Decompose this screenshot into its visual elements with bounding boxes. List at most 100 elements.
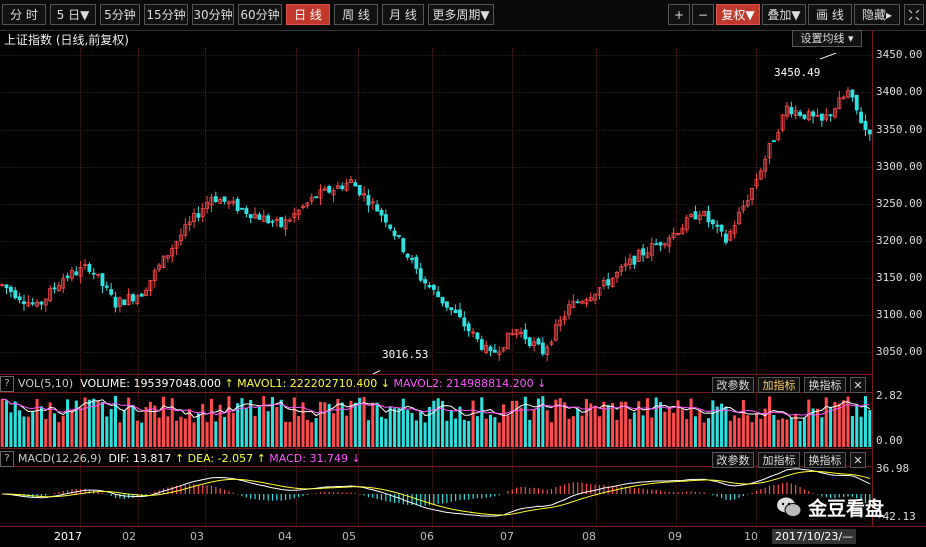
vol-switch-indicator-button[interactable]: 换指标 bbox=[804, 377, 846, 393]
candle-body bbox=[771, 140, 776, 143]
help-icon[interactable]: ? bbox=[0, 376, 14, 392]
candle-body bbox=[828, 114, 833, 117]
volume-bar bbox=[166, 416, 170, 447]
candle-body bbox=[710, 219, 715, 225]
candle-body bbox=[837, 97, 842, 110]
candle-body bbox=[510, 332, 515, 336]
volume-bar bbox=[358, 397, 362, 447]
tab-timeshare[interactable]: 分 时 bbox=[2, 4, 46, 25]
volume-bar bbox=[384, 418, 388, 447]
chart-title: 上证指数 (日线,前复权) bbox=[4, 33, 129, 47]
candle-body bbox=[152, 270, 157, 282]
tab-monthly[interactable]: 月 线 bbox=[382, 4, 424, 25]
volume-bar bbox=[406, 410, 410, 447]
candle-body bbox=[26, 301, 31, 307]
macd-params-button[interactable]: 改参数 bbox=[712, 452, 754, 468]
macd-close-icon[interactable]: ✕ bbox=[850, 452, 866, 468]
candle-body bbox=[431, 284, 436, 290]
volume-bar bbox=[26, 416, 30, 447]
candle-body bbox=[479, 339, 484, 350]
vol-close-icon[interactable]: ✕ bbox=[850, 377, 866, 393]
hide-button[interactable]: 隐藏▸ bbox=[854, 4, 900, 25]
vol-params-button[interactable]: 改参数 bbox=[712, 377, 754, 393]
down-arrow-icon: ↓ bbox=[380, 377, 391, 390]
set-ma-button[interactable]: 设置均线 ▾ bbox=[792, 30, 862, 47]
volume-bar bbox=[759, 418, 763, 447]
x-tick: 07 bbox=[500, 530, 514, 543]
price-tick: 3150.00 bbox=[876, 270, 923, 284]
mavol2-value: MAVOL2: 214988814.200 bbox=[393, 377, 534, 390]
period-toolbar: 分 时 5 日▼ 5分钟 15分钟 30分钟 60分钟 日 线 周 线 月 线 … bbox=[0, 0, 926, 31]
zoom-in-button[interactable]: + bbox=[668, 4, 690, 25]
axis-divider bbox=[872, 30, 873, 526]
volume-bar bbox=[127, 397, 131, 447]
more-periods-dropdown[interactable]: 更多周期▼ bbox=[428, 4, 494, 25]
candle-body bbox=[17, 296, 22, 301]
candle-body bbox=[283, 219, 288, 230]
volume-bar bbox=[593, 405, 597, 447]
candle-body bbox=[52, 287, 57, 290]
macd-switch-indicator-button[interactable]: 换指标 bbox=[804, 452, 846, 468]
volume-bar bbox=[397, 407, 401, 447]
volume-bar bbox=[332, 413, 336, 447]
volume-bar bbox=[379, 416, 384, 447]
candle-body bbox=[266, 215, 271, 223]
volume-bar bbox=[231, 412, 235, 447]
volume-bar bbox=[297, 416, 301, 447]
candle-body bbox=[532, 341, 537, 347]
candle-body bbox=[78, 267, 83, 277]
tab-60min[interactable]: 60分钟 bbox=[238, 4, 282, 25]
candle-body bbox=[43, 298, 48, 306]
volume-bar bbox=[820, 417, 824, 447]
volume-bar bbox=[196, 413, 200, 447]
volume-bar bbox=[554, 399, 558, 447]
tab-5day[interactable]: 5 日▼ bbox=[50, 4, 96, 25]
candle-body bbox=[83, 264, 87, 267]
volume-bar bbox=[637, 401, 641, 447]
volume-bar bbox=[563, 402, 567, 447]
macd-chart[interactable] bbox=[0, 466, 872, 526]
volume-bar bbox=[61, 415, 65, 447]
candlestick-chart[interactable] bbox=[0, 48, 872, 374]
candle-body bbox=[719, 224, 724, 232]
volume-chart[interactable] bbox=[0, 393, 872, 447]
macd-add-indicator-button[interactable]: 加指标 bbox=[758, 452, 800, 468]
candle-body bbox=[645, 252, 650, 258]
restore-window-icon[interactable] bbox=[904, 4, 924, 25]
volume-bar bbox=[410, 412, 414, 447]
draw-line-button[interactable]: 画 线 bbox=[808, 4, 852, 25]
volume-bar bbox=[214, 421, 218, 447]
candle-body bbox=[314, 196, 319, 199]
month-gridline bbox=[596, 48, 597, 526]
volume-bar bbox=[833, 402, 837, 447]
volume-bar bbox=[824, 397, 828, 447]
volume-bar bbox=[148, 401, 152, 447]
candle-body bbox=[357, 185, 362, 196]
volume-bar bbox=[785, 419, 789, 447]
help-icon[interactable]: ? bbox=[0, 451, 14, 467]
x-tick: 03 bbox=[190, 530, 204, 543]
vol-add-indicator-button[interactable]: 加指标 bbox=[758, 377, 800, 393]
candle-body bbox=[56, 285, 61, 292]
volume-bar bbox=[624, 401, 628, 447]
tab-daily[interactable]: 日 线 bbox=[286, 4, 330, 25]
adjust-dropdown[interactable]: 复权▼ bbox=[716, 4, 760, 25]
candle-body bbox=[270, 220, 275, 223]
volume-bar bbox=[0, 399, 4, 447]
candle-body bbox=[126, 294, 131, 305]
volume-bar bbox=[855, 405, 859, 447]
overlay-dropdown[interactable]: 叠加▼ bbox=[762, 4, 806, 25]
candle-body bbox=[222, 196, 227, 202]
x-tick: 06 bbox=[420, 530, 434, 543]
tab-5min[interactable]: 5分钟 bbox=[100, 4, 140, 25]
candle-body bbox=[584, 299, 589, 305]
volume-bar bbox=[340, 402, 344, 447]
candle-body bbox=[109, 289, 114, 295]
tab-30min[interactable]: 30分钟 bbox=[192, 4, 234, 25]
volume-bar bbox=[480, 397, 484, 447]
zoom-out-button[interactable]: − bbox=[692, 4, 714, 25]
tab-weekly[interactable]: 周 线 bbox=[334, 4, 378, 25]
month-gridline bbox=[756, 48, 757, 526]
tab-15min[interactable]: 15分钟 bbox=[144, 4, 188, 25]
